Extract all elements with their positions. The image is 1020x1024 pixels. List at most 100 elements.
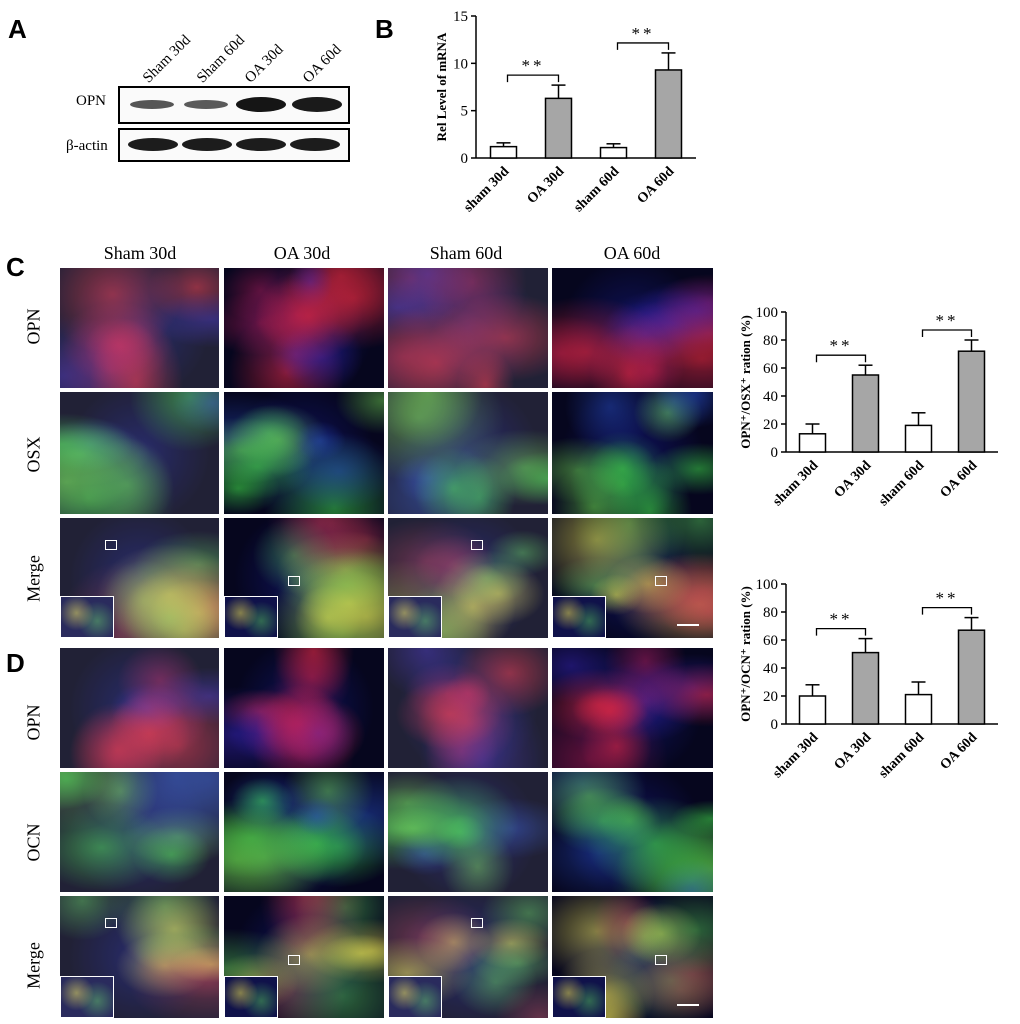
micrograph-merge [224, 518, 384, 638]
blot-row-label-actin: β-actin [66, 138, 108, 154]
panel-letter-b: B [375, 14, 394, 44]
micrograph-osx [224, 392, 384, 514]
region-of-interest-box [655, 954, 668, 965]
row-label-opn: OPN [23, 308, 44, 345]
panel-letter-a: A [8, 14, 27, 44]
y-tick-label: 20 [763, 417, 778, 433]
y-tick-label: 5 [461, 104, 469, 120]
region-of-interest-box [104, 539, 117, 550]
column-header: Sham 30d [103, 243, 177, 263]
micrograph-opn [388, 268, 548, 388]
x-tick-label: sham 30d [770, 730, 821, 781]
column-header: Sham 60d [429, 243, 503, 263]
bar [957, 350, 986, 453]
blot-band [290, 138, 340, 151]
y-tick-label: 20 [763, 689, 778, 705]
x-tick-label: OA 30d [832, 458, 875, 501]
micrograph-merge [224, 896, 384, 1018]
x-tick-label: sham 30d [770, 458, 821, 509]
blot-band [128, 138, 178, 151]
micrograph-osx [60, 392, 219, 514]
significance-stars: ** [632, 24, 655, 43]
y-tick-label: 80 [763, 333, 778, 349]
magnified-inset [60, 976, 114, 1018]
chart-mrna: 0 5 10 15 Rel Level of mRNA sham 30d OA 30d sha… [434, 9, 696, 215]
y-tick-label: 10 [453, 56, 468, 72]
region-of-interest-box [471, 917, 484, 928]
significance-bracket [815, 354, 867, 363]
blot-band [130, 100, 174, 109]
blot-band [184, 100, 228, 109]
significance-stars: ** [936, 311, 959, 330]
x-tick-label: sham 60d [876, 458, 927, 509]
micrograph-osx [388, 772, 548, 892]
y-axis-label: OPN⁺/OCN⁺ ration (%) [738, 586, 753, 722]
significance-stars: ** [830, 336, 853, 355]
region-of-interest-box [471, 539, 484, 550]
micrograph-osx [552, 392, 713, 514]
significance-stars: ** [522, 56, 545, 75]
micrograph-opn [388, 648, 548, 768]
row-label-opn: OPN [23, 704, 44, 741]
significance-stars: ** [830, 610, 853, 629]
x-tick-label: sham 60d [571, 164, 622, 215]
lane-label: Sham 30d [139, 32, 195, 87]
x-tick-label: sham 60d [876, 730, 927, 781]
micrograph-merge [60, 896, 219, 1018]
micrograph-merge [388, 518, 548, 638]
y-tick-label: 15 [453, 9, 468, 25]
y-tick-label: 100 [756, 577, 779, 593]
bar [904, 693, 933, 725]
magnified-inset [224, 596, 278, 638]
bar [654, 69, 683, 159]
blot-band [182, 138, 232, 151]
significance-bracket [616, 42, 670, 50]
x-tick-label: OA 30d [525, 164, 568, 207]
y-tick-label: 0 [771, 445, 779, 461]
micrograph-merge [388, 896, 548, 1018]
y-axis-label: Rel Level of mRNA [434, 32, 449, 141]
significance-bracket [921, 606, 973, 615]
blot-band [292, 97, 342, 112]
magnified-inset [388, 596, 442, 638]
micrograph-osx [224, 772, 384, 892]
significance-bracket [815, 627, 867, 636]
bar [798, 695, 827, 725]
significance-stars: ** [936, 589, 959, 608]
row-label-merge: Merge [23, 555, 44, 602]
magnified-inset [224, 976, 278, 1018]
significance-bracket [921, 329, 973, 337]
micrograph-merge [552, 518, 713, 638]
opn-blot [118, 86, 350, 124]
micrograph-opn [60, 268, 219, 388]
bar [904, 424, 933, 453]
row-label-ocn: OCN [23, 823, 44, 862]
blot-band [236, 97, 286, 112]
bar [851, 651, 880, 725]
y-tick-label: 0 [771, 717, 779, 733]
region-of-interest-box [104, 917, 117, 928]
x-tick-label: OA 60d [938, 458, 981, 501]
y-tick-label: 80 [763, 605, 778, 621]
blot-row-label-opn: OPN [76, 93, 107, 109]
x-tick-label: OA 60d [635, 164, 678, 207]
micrograph-opn [224, 648, 384, 768]
row-label-osx: OSX [23, 436, 44, 473]
magnified-inset [552, 976, 606, 1018]
y-tick-label: 60 [763, 361, 778, 377]
micrograph-opn [552, 648, 713, 768]
x-tick-label: OA 60d [938, 730, 981, 773]
micrograph-osx [388, 392, 548, 514]
lane-label: OA 60d [299, 41, 345, 87]
panel-letter-d: D [6, 648, 25, 678]
bar [851, 374, 880, 453]
micrograph-merge [552, 896, 713, 1018]
region-of-interest-box [655, 575, 668, 586]
lane-label: OA 30d [241, 41, 287, 87]
micrograph-opn [552, 268, 713, 388]
bar [489, 145, 518, 159]
micrograph-osx [60, 772, 219, 892]
micrograph-osx [552, 772, 713, 892]
